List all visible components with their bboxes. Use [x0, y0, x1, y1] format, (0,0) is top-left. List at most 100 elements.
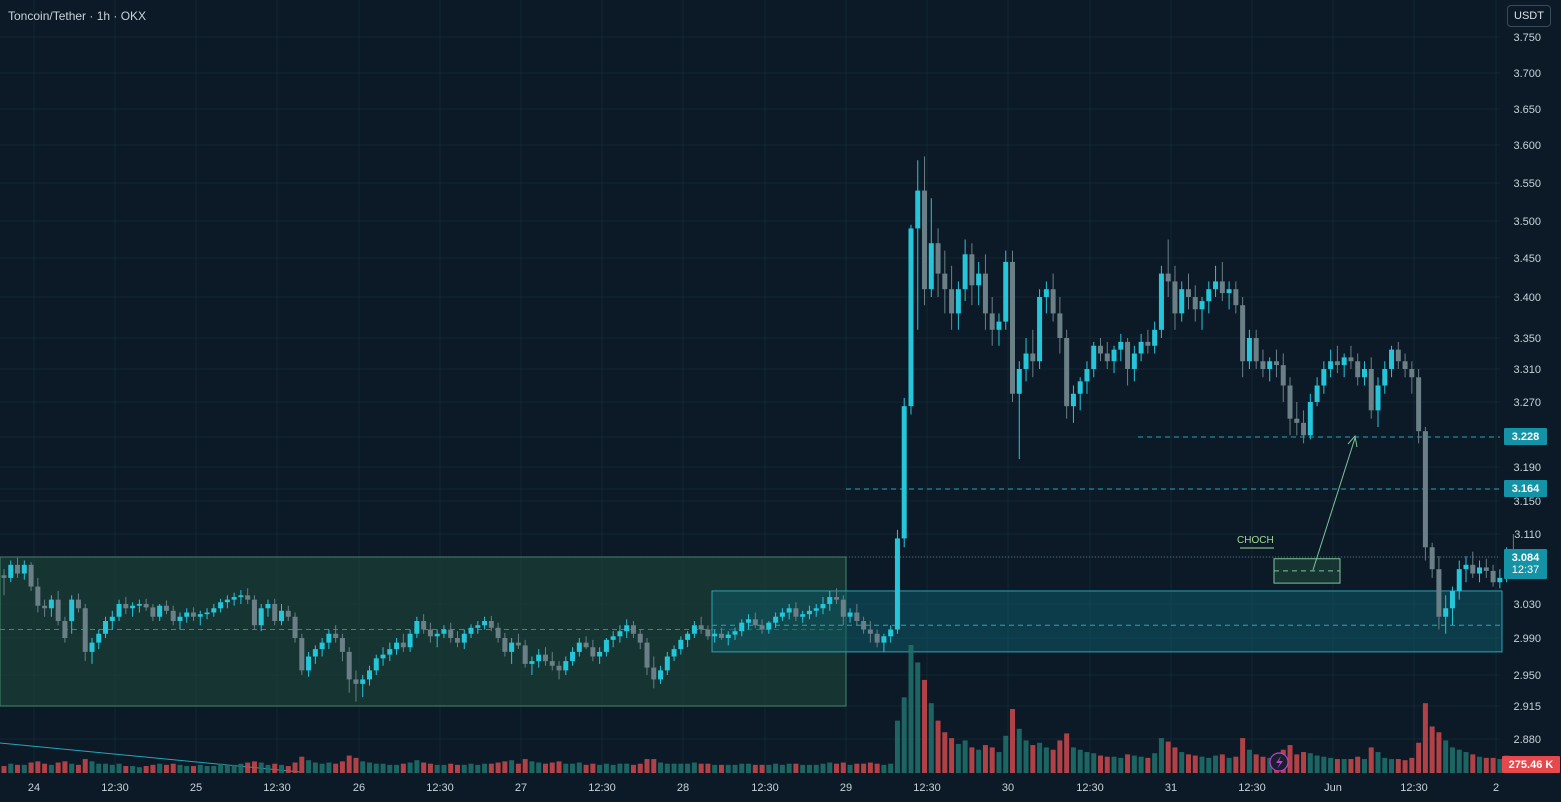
- volume-label: 275.46 K: [1502, 756, 1560, 773]
- volume-bar: [1375, 752, 1381, 773]
- candle-body: [542, 654, 548, 662]
- candle-body: [1003, 261, 1009, 322]
- volume-bar: [69, 763, 75, 773]
- candle-body: [1443, 608, 1449, 617]
- price-label-last-text: 12:37: [1512, 564, 1540, 576]
- candle-body: [698, 625, 704, 630]
- candle-body: [1057, 313, 1063, 338]
- lightning-icon[interactable]: [1269, 752, 1289, 772]
- candle-body: [1192, 297, 1198, 310]
- candle: [922, 156, 928, 306]
- y-tick-label: 3.700: [1513, 68, 1541, 80]
- volume-bar: [718, 764, 724, 773]
- candle: [1050, 273, 1056, 322]
- candle-body: [766, 622, 772, 630]
- candle-body: [1382, 369, 1388, 386]
- volume-bar: [1111, 756, 1117, 773]
- candle-body: [1301, 422, 1307, 436]
- candle: [1043, 281, 1049, 314]
- candle: [1226, 281, 1232, 310]
- volume-bar: [163, 764, 169, 773]
- candle: [1483, 558, 1489, 578]
- candle-body: [1314, 385, 1320, 402]
- candle-body: [1334, 361, 1340, 366]
- candle: [725, 631, 731, 646]
- candle-body: [238, 595, 244, 598]
- candle: [536, 649, 542, 668]
- candle: [1037, 289, 1043, 369]
- volume-bar: [773, 763, 779, 773]
- y-tick-label: 3.500: [1513, 216, 1541, 228]
- candle-body: [1165, 273, 1171, 282]
- candle: [394, 638, 400, 655]
- candle: [285, 605, 291, 621]
- volume-bar: [597, 764, 603, 773]
- candle-body: [1409, 369, 1415, 378]
- candle-body: [691, 625, 697, 634]
- candle: [1246, 329, 1252, 369]
- candle: [157, 604, 163, 621]
- candle-body: [732, 631, 738, 635]
- volume-bar: [441, 764, 447, 773]
- candle-body: [319, 642, 325, 650]
- levels: [0, 436, 1500, 558]
- candle: [1125, 338, 1131, 386]
- candle: [766, 621, 772, 634]
- candle: [624, 619, 630, 638]
- candle-body: [35, 586, 41, 606]
- candle: [610, 631, 616, 648]
- candle: [840, 595, 846, 626]
- x-tick-label: 12:30: [1400, 782, 1428, 794]
- candle-body: [8, 564, 14, 578]
- candle-body: [191, 612, 197, 617]
- y-tick-label: 3.400: [1513, 292, 1541, 304]
- volume-bar: [1030, 745, 1036, 773]
- volume-bar: [725, 764, 731, 773]
- candle: [380, 647, 386, 666]
- candle: [827, 590, 833, 611]
- candle-body: [556, 665, 562, 671]
- candle-body: [671, 649, 677, 657]
- candle-body: [1185, 289, 1191, 297]
- volume-bar: [1037, 742, 1043, 773]
- volume-bar: [1483, 757, 1489, 773]
- candle-body: [739, 622, 745, 632]
- currency-button[interactable]: USDT: [1507, 5, 1551, 27]
- candle-body: [454, 638, 460, 643]
- volume-bar: [123, 766, 129, 773]
- y-tick-label: 3.350: [1513, 333, 1541, 345]
- candle: [664, 651, 670, 675]
- volume-bar: [1497, 759, 1503, 773]
- candle: [637, 629, 643, 650]
- candle: [48, 595, 54, 617]
- volume-bar: [1179, 752, 1185, 773]
- candle-body: [834, 597, 840, 600]
- volume-bar: [712, 764, 718, 773]
- candle-body: [360, 679, 366, 684]
- candle: [732, 627, 738, 640]
- candle-body: [1199, 301, 1205, 310]
- volume-bar: [515, 763, 521, 773]
- candle-body: [1348, 357, 1354, 362]
- candle: [62, 616, 68, 643]
- candle-body: [312, 649, 318, 657]
- volume-bar: [1172, 747, 1178, 773]
- volume-bar: [231, 764, 237, 773]
- candle-body: [1158, 273, 1164, 330]
- candle: [942, 250, 948, 314]
- candle-body: [515, 642, 521, 646]
- candle: [8, 560, 14, 583]
- volume-bar: [881, 764, 887, 773]
- candle: [1233, 281, 1239, 314]
- candle-body: [62, 621, 68, 638]
- volume-bar: [617, 763, 623, 773]
- candle: [644, 638, 650, 675]
- candle-body: [339, 638, 345, 652]
- candle: [1253, 329, 1259, 369]
- volume-bar: [1240, 738, 1246, 773]
- volume-bar: [380, 763, 386, 773]
- candle-body: [1253, 338, 1259, 362]
- volume-bar: [1023, 740, 1029, 773]
